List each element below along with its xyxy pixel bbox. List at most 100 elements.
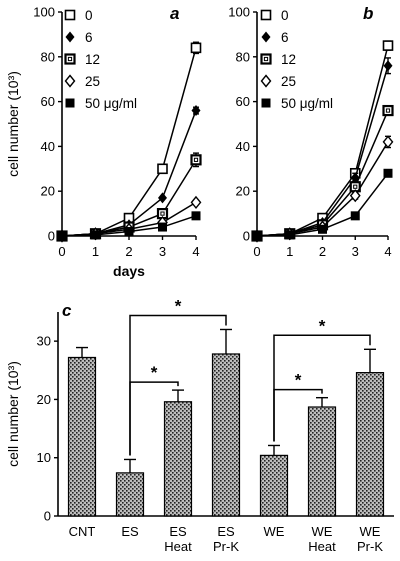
x-tick-label-line: Pr-K xyxy=(357,539,383,554)
legend-label: 50 μg/ml xyxy=(281,96,333,111)
data-point xyxy=(383,60,393,72)
x-tick-label-line: WE xyxy=(312,524,333,539)
x-tick-label: ES Heat xyxy=(164,524,192,554)
legend-label: 12 xyxy=(281,52,296,67)
x-axis-title: days xyxy=(113,263,145,279)
x-tick-label: 4 xyxy=(384,244,391,259)
x-tick-label: 0 xyxy=(58,244,65,259)
x-tick-label: ES xyxy=(121,524,139,539)
data-point xyxy=(252,231,262,241)
y-tick-label: 0 xyxy=(44,509,51,524)
data-point-inner xyxy=(160,211,165,216)
bar xyxy=(115,472,145,517)
legend-marker xyxy=(260,53,272,65)
legend-marker xyxy=(65,98,75,108)
x-tick-label: WE xyxy=(264,524,285,539)
legend-label: 0 xyxy=(85,8,93,23)
x-tick-label-line: WE xyxy=(360,524,381,539)
data-point xyxy=(383,168,393,178)
y-tick-label: 0 xyxy=(48,229,55,244)
data-point xyxy=(382,40,394,51)
x-tick-label: CNT xyxy=(69,524,96,539)
y-tick-label: 0 xyxy=(243,229,250,244)
y-tick-label: 60 xyxy=(236,94,250,109)
x-tick-label: 3 xyxy=(352,244,359,259)
x-tick-label-line: ES xyxy=(169,524,187,539)
bar xyxy=(259,454,289,517)
series-line-1 xyxy=(256,65,389,237)
series-line-0 xyxy=(61,47,197,237)
data-point xyxy=(318,224,327,234)
panel-label: c xyxy=(62,301,72,320)
x-tick-label: WE Heat xyxy=(308,524,336,554)
x-tick-label: 0 xyxy=(253,244,260,259)
y-tick-label: 80 xyxy=(236,49,250,64)
legend-marker xyxy=(64,53,76,65)
x-tick-label-line: Heat xyxy=(308,539,336,554)
data-point xyxy=(285,230,295,240)
legend-label: 25 xyxy=(281,74,296,89)
legend-label: 6 xyxy=(281,30,289,45)
y-tick-label: 40 xyxy=(41,139,55,154)
y-axis-title: cell number (10³) xyxy=(5,71,21,177)
legend-label: 0 xyxy=(281,8,289,23)
y-tick-label: 20 xyxy=(236,184,250,199)
x-tick-label-line: Heat xyxy=(164,539,192,554)
legend-label: 6 xyxy=(85,30,93,45)
data-point-inner xyxy=(353,184,358,189)
x-tick-label: 1 xyxy=(92,244,99,259)
legend-marker xyxy=(260,9,272,21)
y-axis-title: cell number (10³) xyxy=(5,361,21,467)
significance-star: * xyxy=(151,363,158,382)
data-point xyxy=(190,195,202,210)
data-point xyxy=(190,42,202,54)
bar xyxy=(211,353,241,517)
significance-bracket xyxy=(273,334,371,442)
y-tick-label: 10 xyxy=(37,450,51,465)
data-point xyxy=(57,231,67,241)
data-point xyxy=(158,192,167,204)
y-tick-label: 20 xyxy=(37,392,51,407)
y-tick-label: 30 xyxy=(37,334,51,349)
legend-marker xyxy=(64,74,76,88)
x-tick-label: 4 xyxy=(192,244,199,259)
legend-marker xyxy=(261,31,271,43)
y-tick-label: 60 xyxy=(41,94,55,109)
x-tick-label: 1 xyxy=(286,244,293,259)
bar xyxy=(163,401,193,517)
x-tick-label-line: Pr-K xyxy=(213,539,239,554)
legend-marker xyxy=(65,31,75,43)
data-point xyxy=(91,230,100,240)
x-tick-label-line: ES xyxy=(217,524,235,539)
x-tick-label: 2 xyxy=(125,244,132,259)
y-tick-label: 100 xyxy=(228,5,250,20)
bar xyxy=(307,406,337,517)
significance-star: * xyxy=(319,316,326,335)
legend-label: 12 xyxy=(85,52,100,67)
data-point xyxy=(350,211,360,221)
x-tick-label-line: ES xyxy=(121,524,139,539)
significance-bracket xyxy=(129,314,227,456)
significance-star: * xyxy=(295,371,302,390)
x-tick-label: 2 xyxy=(319,244,326,259)
panel-label: a xyxy=(170,4,179,23)
data-point-inner xyxy=(193,157,199,162)
panel-label: b xyxy=(363,4,373,23)
x-tick-label: 3 xyxy=(159,244,166,259)
legend-label: 50 μg/ml xyxy=(85,96,137,111)
y-tick-label: 40 xyxy=(236,139,250,154)
data-point xyxy=(191,211,201,221)
legend-marker xyxy=(64,9,76,21)
legend-marker-inner xyxy=(67,56,73,62)
legend-marker xyxy=(261,98,271,108)
data-point xyxy=(191,105,201,117)
bar xyxy=(67,356,97,517)
data-point xyxy=(382,104,394,117)
y-tick-label: 20 xyxy=(41,184,55,199)
data-point xyxy=(157,163,168,175)
x-tick-label: ES Pr-K xyxy=(213,524,239,554)
